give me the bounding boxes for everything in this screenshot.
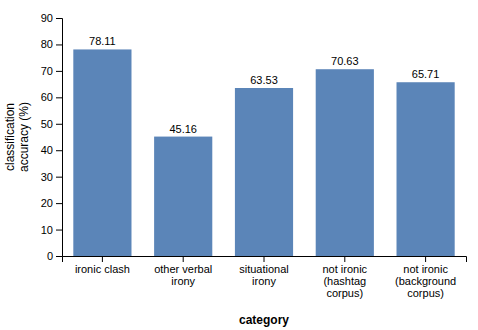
bar — [235, 88, 293, 256]
tick: not ironic(hashtagcorpus) — [322, 256, 367, 299]
tick-mark — [56, 124, 62, 125]
text-line: (hashtag — [323, 275, 366, 287]
tick-label: situationalirony — [239, 263, 289, 287]
tick: 50 — [41, 118, 62, 130]
tick-mark — [56, 44, 62, 45]
chart: ironic clashother verbalironysituational… — [0, 0, 478, 330]
y-axis: 0 10 20 30 40 50 60 70 80 90 — [41, 12, 63, 262]
text-line: other verbal — [154, 263, 212, 275]
tick-label: ironic clash — [75, 263, 130, 275]
tick: 70 — [41, 65, 62, 77]
tick: not ironic(backgroundcorpus) — [395, 256, 456, 299]
tick-label: 40 — [41, 144, 53, 156]
tick: 60 — [41, 91, 62, 103]
tick-mark — [56, 177, 62, 178]
data-label: 78.11 — [89, 35, 116, 47]
bar — [73, 49, 131, 256]
tick-label: 50 — [41, 118, 53, 130]
tick-mark — [56, 71, 62, 72]
tick: situationalirony — [239, 256, 289, 287]
text-line: classification — [3, 103, 17, 171]
data-label: 63.53 — [250, 74, 278, 86]
data-label: 65.71 — [412, 68, 440, 80]
data-label: 45.16 — [169, 123, 197, 135]
tick-mark — [183, 256, 184, 262]
text-line: ironic clash — [75, 263, 130, 275]
tick-mark — [56, 203, 62, 204]
text-line: accuracy (%) — [17, 102, 31, 172]
axis-line — [56, 19, 63, 257]
tick-label: 60 — [41, 91, 53, 103]
tick-mark — [56, 150, 62, 151]
tick: 10 — [41, 224, 62, 236]
tick-label: 80 — [41, 38, 53, 50]
tick-label: other verbalirony — [154, 263, 212, 287]
tick: 80 — [41, 38, 62, 50]
tick-label: not ironic(backgroundcorpus) — [395, 263, 456, 299]
data-label: 70.63 — [331, 55, 359, 67]
bar — [154, 137, 212, 256]
tick-mark — [56, 230, 62, 231]
text-line: not ironic — [322, 263, 367, 275]
tick: other verbalirony — [154, 256, 212, 287]
tick-label: 70 — [41, 65, 53, 77]
tick-mark — [56, 18, 62, 19]
tick-label: 10 — [41, 224, 53, 236]
text-line: irony — [171, 275, 195, 287]
tick: ironic clash — [75, 256, 130, 275]
tick-label: not ironic(hashtagcorpus) — [322, 263, 367, 299]
axis-line — [63, 257, 467, 263]
tick: 20 — [41, 197, 62, 209]
x-axis-title: category — [239, 313, 289, 327]
tick-mark — [344, 256, 345, 262]
tick-mark — [425, 256, 426, 262]
bar — [397, 82, 455, 256]
tick-mark — [264, 256, 265, 262]
bar — [316, 69, 374, 256]
text-line: corpus) — [407, 287, 444, 299]
text-line: corpus) — [326, 287, 363, 299]
plot: ironic clashother verbalironysituational… — [41, 12, 467, 299]
tick-label: 20 — [41, 197, 53, 209]
text-line: situational — [239, 263, 289, 275]
text-line: (background — [395, 275, 456, 287]
tick-label: 90 — [41, 12, 53, 24]
x-axis: ironic clashother verbalironysituational… — [63, 256, 467, 299]
tick: 90 — [41, 12, 62, 24]
tick-mark — [56, 256, 62, 257]
tick-mark — [102, 256, 103, 262]
y-axis-title: classificationaccuracy (%) — [3, 102, 31, 172]
tick-label: 0 — [47, 250, 53, 262]
bars — [73, 49, 454, 256]
tick: 30 — [41, 171, 62, 183]
tick: 0 — [47, 250, 62, 262]
text-line: not ironic — [403, 263, 448, 275]
tick: 40 — [41, 144, 62, 156]
text-line: irony — [252, 275, 276, 287]
tick-mark — [56, 97, 62, 98]
data-labels: 78.11 45.16 63.53 70.63 65.71 — [89, 35, 439, 134]
tick-label: 30 — [41, 171, 53, 183]
